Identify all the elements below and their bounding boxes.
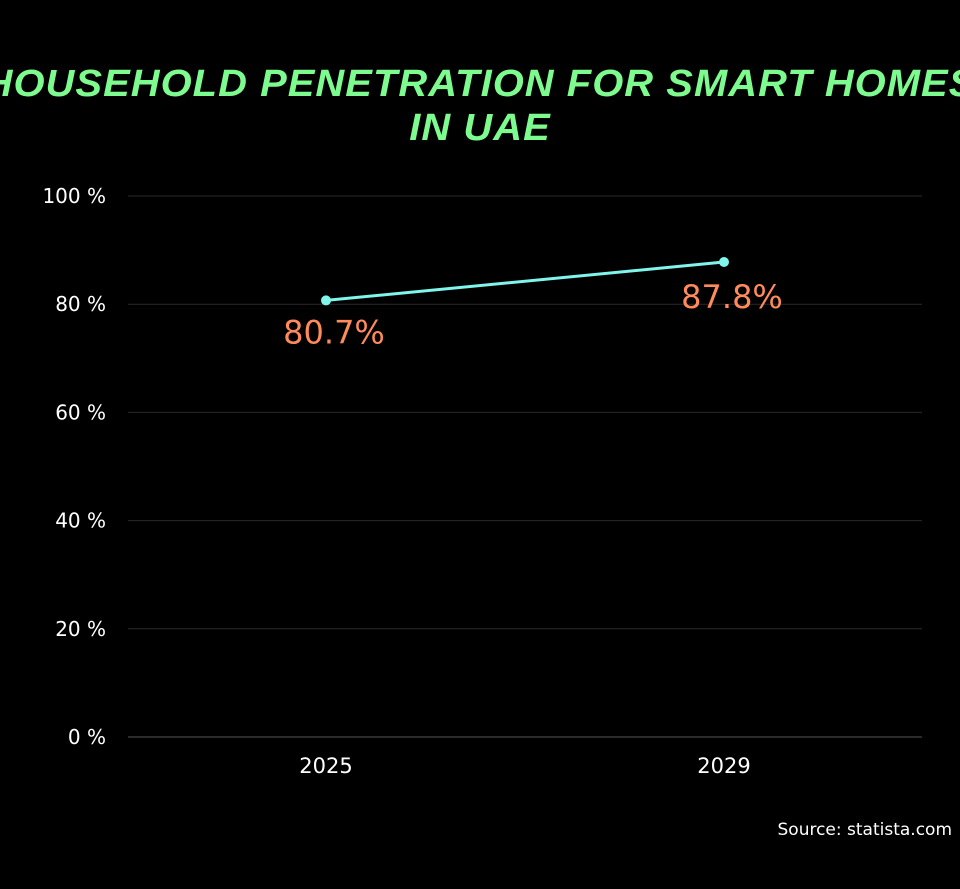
- data-label: 87.8%: [681, 278, 783, 316]
- chart-title: HOUSEHOLD PENETRATION FOR SMART HOMES IN…: [0, 63, 960, 149]
- x-tick-label: 2029: [697, 754, 750, 778]
- series-line: [325, 260, 725, 302]
- source-note: Source: statista.com: [777, 820, 953, 840]
- y-tick-label: 0 %: [68, 725, 106, 749]
- data-label: 80.7%: [283, 313, 385, 351]
- y-tick-label: 60 %: [55, 400, 106, 424]
- y-tick-label: 100 %: [42, 184, 106, 208]
- x-tick-label: 2025: [299, 754, 352, 778]
- y-tick-label: 80 %: [55, 292, 106, 316]
- y-tick-label: 40 %: [55, 509, 106, 533]
- data-point: [719, 257, 729, 268]
- y-tick-label: 20 %: [55, 617, 106, 641]
- data-point: [321, 295, 331, 306]
